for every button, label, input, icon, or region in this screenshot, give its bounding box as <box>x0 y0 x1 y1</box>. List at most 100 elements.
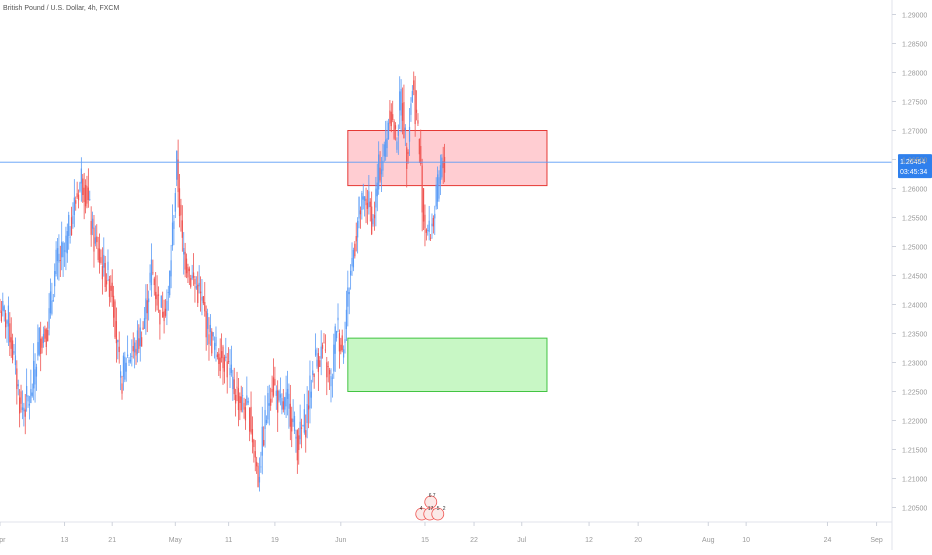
price-tick-label: 1.20500 <box>902 506 927 513</box>
candle-body <box>392 114 394 120</box>
candle-body <box>380 169 383 175</box>
time-tick-label: 12 <box>585 537 593 544</box>
candle-body <box>188 268 190 272</box>
candle-body <box>298 435 300 451</box>
candle-body <box>420 145 422 164</box>
candle-body <box>421 165 423 213</box>
candle-body <box>149 272 151 283</box>
candle-body <box>41 337 43 348</box>
candle-body <box>373 214 376 219</box>
candle-body <box>169 270 171 296</box>
candle-body <box>127 354 129 357</box>
resistance-zone <box>347 130 548 187</box>
candle-body <box>328 370 331 375</box>
candle-body <box>344 339 346 343</box>
candle-body <box>177 159 179 193</box>
current-price-label: 1.26454 <box>900 159 925 166</box>
candle-body <box>94 237 96 244</box>
candle-body <box>424 214 426 229</box>
candle-body <box>354 243 356 257</box>
candle-body <box>75 200 77 204</box>
candle-body <box>212 332 214 337</box>
countdown-label: 03:45:34 <box>900 169 927 176</box>
candle-body <box>198 282 200 287</box>
candle-body <box>436 174 439 202</box>
candle-body <box>103 254 105 268</box>
candle-body <box>443 156 446 173</box>
time-tick-label: 15 <box>421 537 429 544</box>
price-tick-label: 1.23500 <box>902 332 927 339</box>
candle-body <box>229 367 231 376</box>
candle-body <box>359 210 362 215</box>
candle-body <box>166 300 168 311</box>
candle-body <box>226 361 228 378</box>
candle-body <box>253 439 255 448</box>
candle-body <box>414 89 416 125</box>
candle-body <box>63 250 66 252</box>
candle-body <box>277 390 279 413</box>
support-zone <box>347 337 548 393</box>
price-tick-label: 1.24500 <box>902 274 927 281</box>
price-tick-label: 1.25500 <box>902 216 927 223</box>
candle-body <box>128 359 130 364</box>
candle-body <box>77 194 80 201</box>
price-tick-label: 1.23000 <box>902 361 927 368</box>
candle-body <box>44 328 46 339</box>
candle-body <box>371 206 373 235</box>
candle-body <box>235 394 237 404</box>
event-marker-label: 6 <box>429 493 432 499</box>
candle-body <box>268 403 270 406</box>
candle-body <box>72 215 74 224</box>
candle-body <box>289 403 291 427</box>
candle-body <box>131 355 133 358</box>
candle-body <box>7 305 10 327</box>
candle-body <box>190 278 192 287</box>
price-tick-label: 1.28500 <box>902 42 927 49</box>
candle-body <box>197 284 199 304</box>
candle-body <box>155 291 157 300</box>
candle-body <box>96 236 98 243</box>
candle-body <box>242 395 244 397</box>
candle-body <box>113 295 115 318</box>
event-marker-label: 2 <box>443 506 446 512</box>
candle-body <box>45 329 47 348</box>
candle-body <box>195 286 197 289</box>
candle-body <box>233 379 235 395</box>
candle-body <box>249 407 251 432</box>
time-tick-label: Jul <box>517 537 526 544</box>
candle-body <box>286 388 289 399</box>
candle-body <box>183 248 185 255</box>
candle-body <box>250 406 252 433</box>
candle-body <box>205 311 207 338</box>
candle-body <box>355 236 357 242</box>
candle-body <box>141 337 143 347</box>
candle-body <box>376 182 378 197</box>
candle-body <box>361 193 363 211</box>
time-tick-label: 11 <box>225 537 232 544</box>
candle-body <box>223 357 226 372</box>
candle-body <box>105 280 108 285</box>
candle-body <box>69 236 71 238</box>
candle-body <box>93 227 95 252</box>
candle-body <box>201 296 203 301</box>
candle-body <box>24 409 26 417</box>
candle-body <box>98 248 101 263</box>
candle-body <box>211 331 213 354</box>
candle-body <box>101 266 103 280</box>
candle-body <box>418 138 420 155</box>
candle-body <box>176 150 178 180</box>
candle-body <box>9 323 11 343</box>
candle-body <box>386 138 388 149</box>
time-tick-label: May <box>169 537 183 544</box>
candle-body <box>173 221 175 229</box>
candle-body <box>303 409 305 433</box>
candle-body <box>62 242 64 258</box>
candle-body <box>68 214 70 237</box>
candle-body <box>319 360 321 367</box>
time-tick-label: 13 <box>61 537 69 544</box>
candle-body <box>104 262 106 288</box>
candle-body <box>47 330 49 342</box>
